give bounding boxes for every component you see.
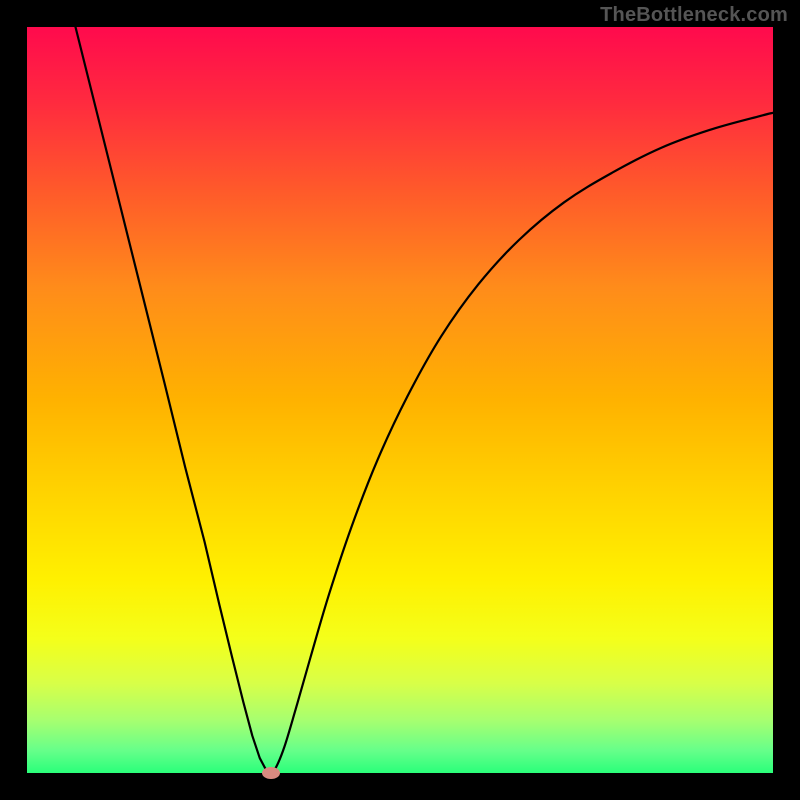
bottleneck-curve	[27, 27, 773, 773]
plot-area	[27, 27, 773, 773]
watermark-text: TheBottleneck.com	[600, 4, 788, 27]
minimum-marker	[262, 767, 280, 779]
plot-inner	[27, 27, 773, 773]
